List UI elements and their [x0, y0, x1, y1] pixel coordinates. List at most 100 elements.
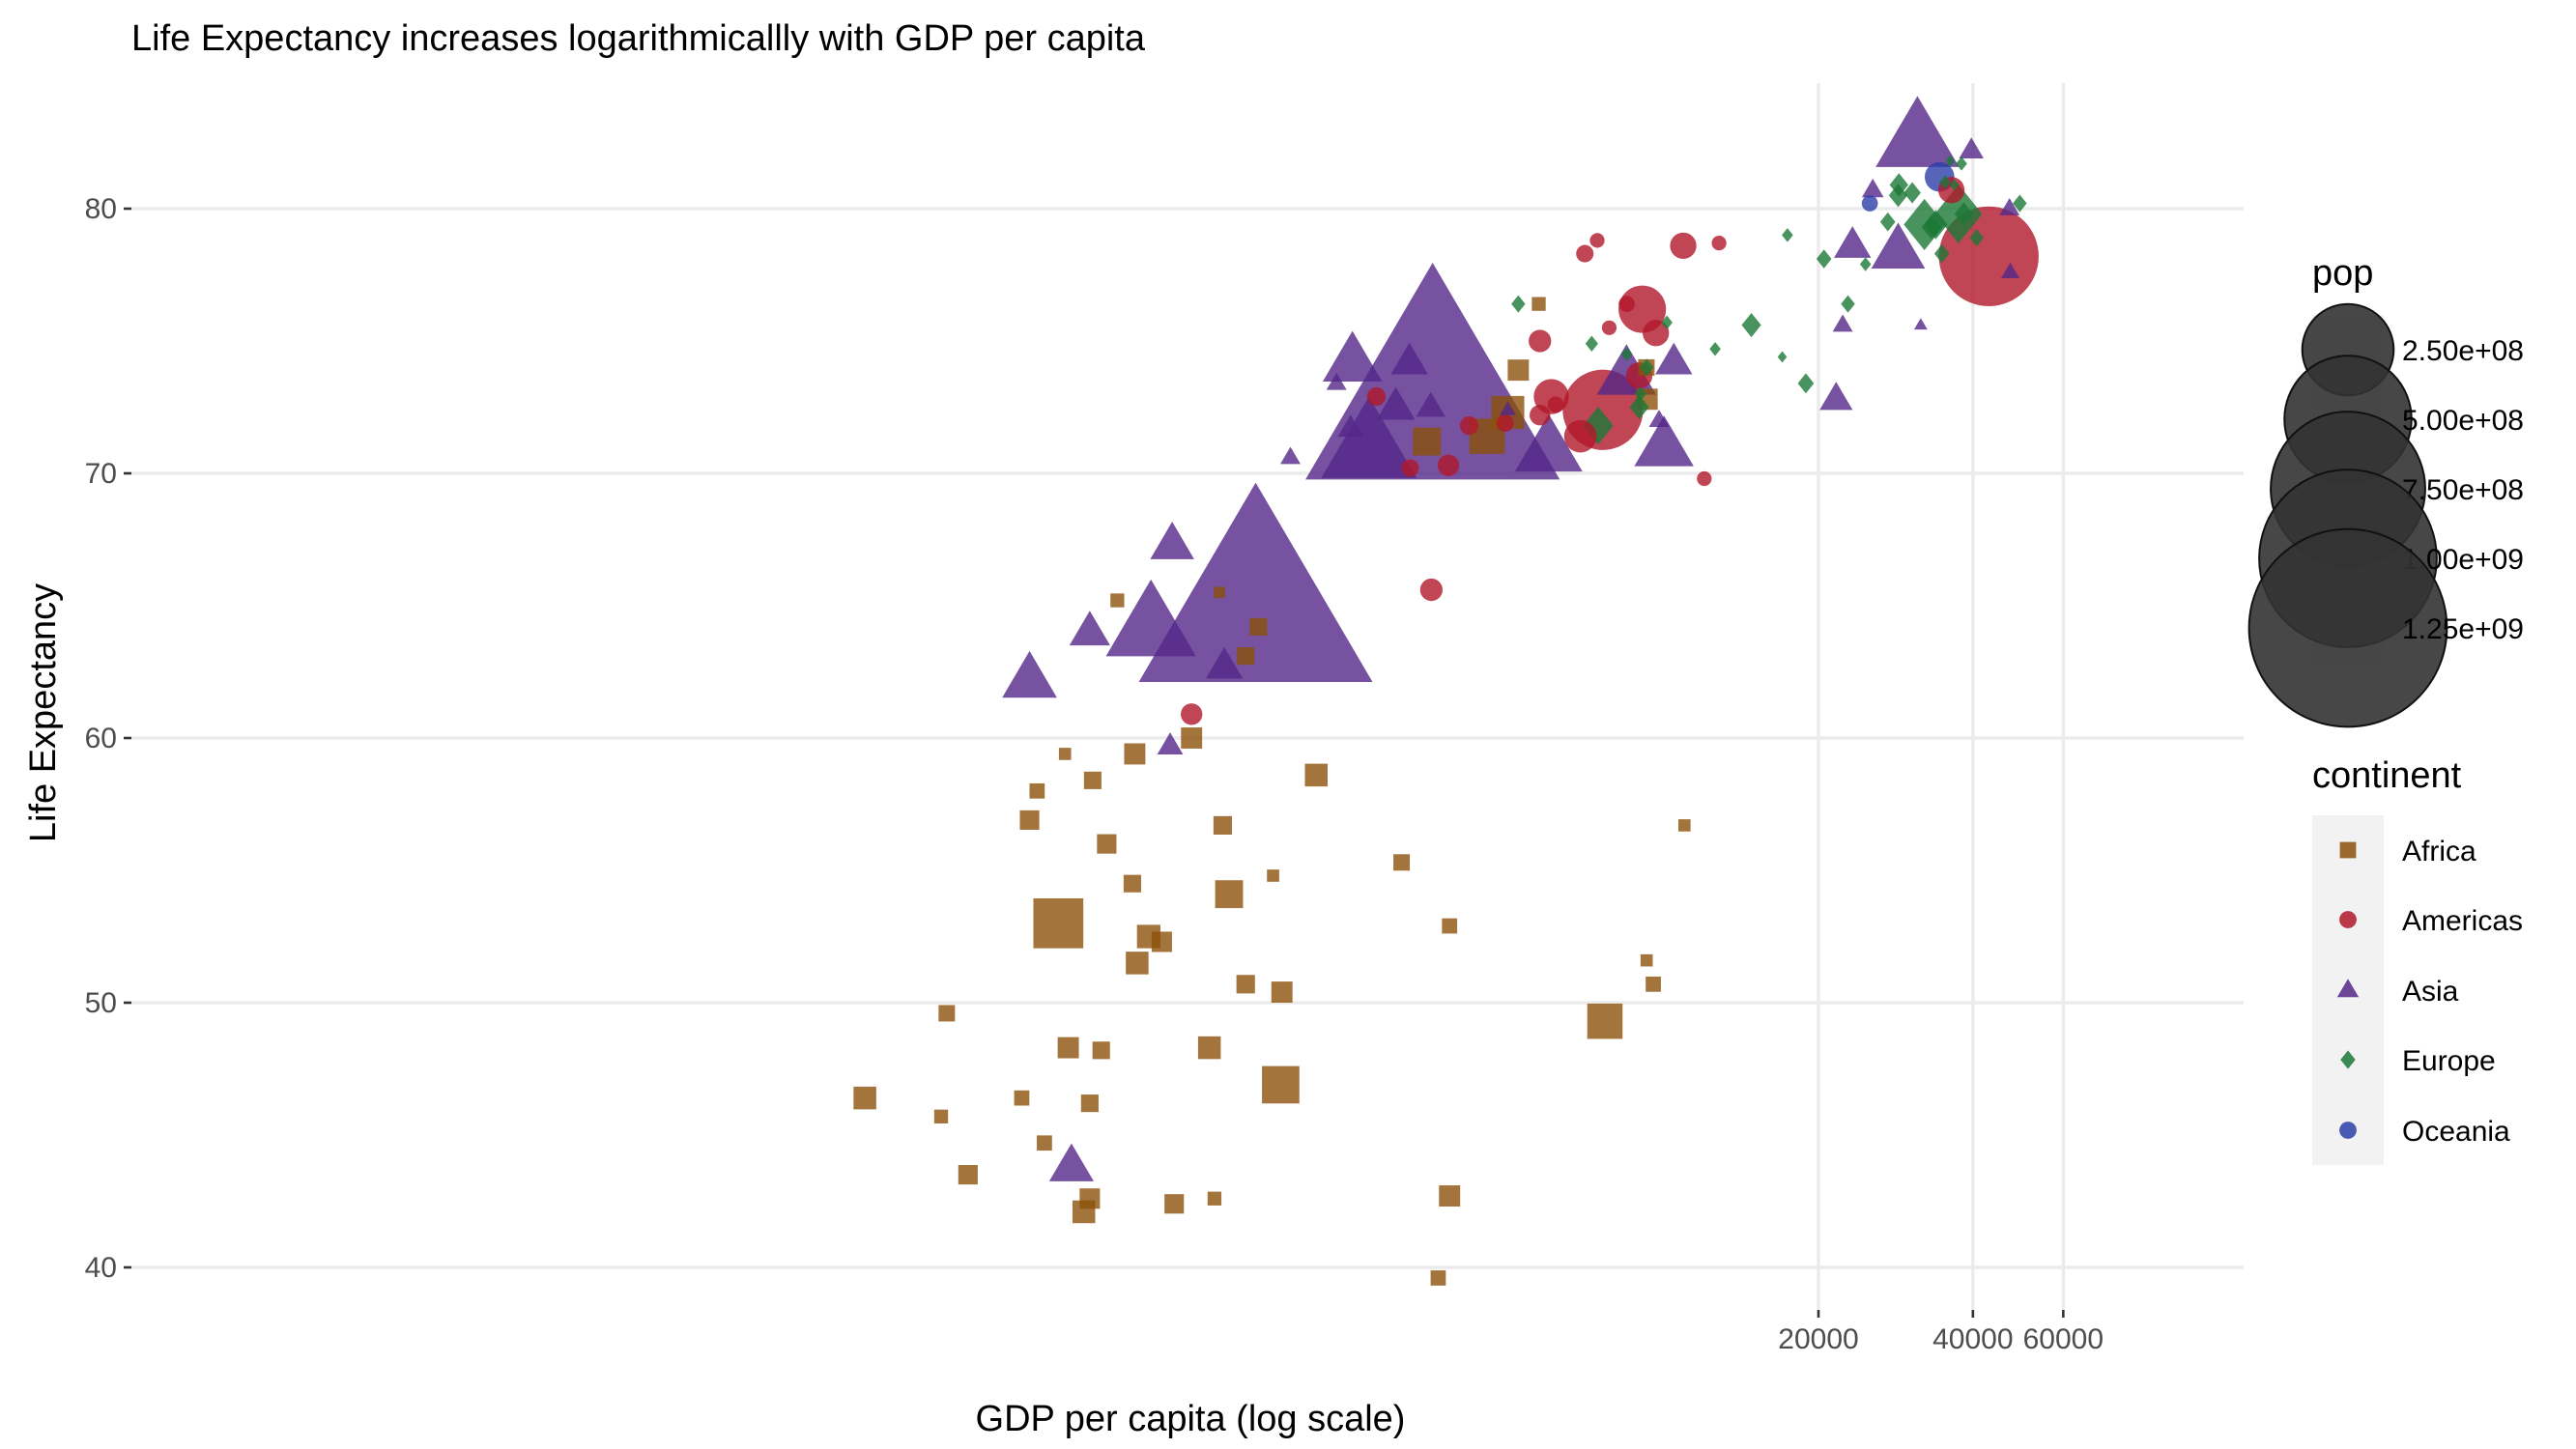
point-africa-20	[1126, 952, 1149, 975]
point-asia-0	[1048, 1143, 1094, 1181]
point-asia-14	[1390, 342, 1428, 375]
point-africa-45	[1531, 297, 1546, 311]
point-asia-29	[1959, 137, 1984, 159]
point-europe-24	[1949, 179, 1960, 191]
point-europe-0	[1511, 295, 1526, 313]
x-axis-title: GDP per capita (log scale)	[976, 1399, 1406, 1439]
point-africa-1	[938, 1005, 956, 1022]
legend-continent-label-oceania: Oceania	[2402, 1116, 2510, 1148]
point-americas-1	[1401, 459, 1419, 477]
point-africa-16	[1097, 834, 1117, 854]
point-europe-31	[1782, 228, 1793, 242]
legend-continent: continent Africa Americas Asia Europe Oceani…	[2312, 755, 2523, 1165]
x-tick-label-20000: 20000	[1778, 1323, 1858, 1355]
point-africa-2	[933, 1109, 949, 1123]
point-europe-14	[1859, 257, 1872, 271]
point-americas-4	[1459, 416, 1479, 436]
point-americas-10	[1563, 419, 1597, 453]
legend-continent-label-americas: Americas	[2402, 905, 2523, 937]
grid-layer	[131, 83, 2244, 1309]
point-africa-8	[1033, 897, 1084, 949]
point-europe-5	[1635, 386, 1646, 402]
point-americas-0	[1366, 386, 1387, 407]
point-europe-27	[1956, 156, 1967, 171]
point-africa-22	[1151, 931, 1172, 952]
point-europe-6	[1661, 315, 1673, 330]
point-africa-19	[1124, 743, 1146, 765]
point-africa-30	[1237, 647, 1255, 666]
point-americas-20	[1711, 236, 1727, 251]
y-tick-label-70: 70	[85, 458, 117, 490]
point-europe-12	[1816, 249, 1832, 269]
point-africa-18	[1123, 874, 1141, 893]
point-americas-18	[1643, 320, 1670, 347]
legend-continent-label-asia: Asia	[2402, 976, 2459, 1008]
point-americas-6	[1530, 405, 1551, 426]
point-africa-29	[1215, 880, 1244, 909]
point-asia-4	[1150, 522, 1194, 559]
point-europe-4	[1639, 358, 1654, 377]
point-asia-22	[1634, 415, 1694, 467]
point-africa-41	[1439, 1185, 1461, 1207]
point-africa-36	[1304, 763, 1329, 787]
legend-pop-label-1: 5.00e+08	[2402, 405, 2524, 437]
point-europe-7	[1629, 394, 1649, 420]
point-africa-39	[1430, 1270, 1446, 1286]
point-africa-7	[1029, 782, 1045, 799]
point-asia-15	[1416, 391, 1445, 417]
point-africa-17	[1110, 593, 1125, 608]
point-europe-3	[1620, 347, 1633, 361]
points-layer	[853, 96, 2039, 1286]
legend-continent-label-europe: Europe	[2402, 1045, 2496, 1077]
point-asia-30	[1875, 96, 1960, 167]
point-americas-12	[1589, 233, 1605, 248]
point-asia-26	[1861, 178, 1884, 198]
point-asia-13	[1376, 386, 1416, 420]
point-asia-9	[1326, 372, 1347, 390]
legend-continent-key-africa	[2339, 841, 2357, 859]
point-africa-5	[1037, 1135, 1052, 1151]
point-africa-9	[1058, 748, 1072, 760]
point-asia-18	[1514, 413, 1583, 472]
point-asia-8	[1280, 446, 1301, 465]
point-americas-19	[1670, 232, 1697, 259]
point-asia-3	[1105, 579, 1196, 657]
point-americas-8	[1529, 329, 1552, 353]
chart-title: Life Expectancy increases logarithmicall…	[131, 18, 1146, 59]
point-africa-38	[1413, 427, 1442, 456]
point-asia-6	[1205, 646, 1244, 679]
point-americas-9	[1547, 396, 1564, 413]
point-europe-11	[1797, 373, 1815, 394]
point-africa-46	[1587, 1003, 1623, 1039]
y-tick-label-80: 80	[85, 193, 117, 225]
legend-continent-label-africa: Africa	[2402, 836, 2476, 867]
point-africa-4	[1014, 1090, 1030, 1106]
point-asia-7	[1138, 482, 1373, 682]
point-asia-31	[1999, 197, 2020, 215]
legend-continent-key-oceania	[2339, 1122, 2357, 1139]
point-africa-49	[1646, 976, 1661, 992]
point-africa-48	[1640, 953, 1653, 967]
legend-pop-title: pop	[2312, 253, 2373, 294]
point-africa-27	[1214, 586, 1225, 599]
point-americas-2	[1419, 578, 1444, 602]
point-europe-1	[1585, 335, 1598, 352]
legend-continent-key-europe	[2340, 1050, 2356, 1069]
point-africa-0	[853, 1086, 876, 1110]
x-tick-label-40000: 40000	[1932, 1323, 2013, 1355]
point-europe-13	[1841, 295, 1855, 313]
point-asia-25	[1834, 226, 1872, 258]
point-asia-27	[1871, 222, 1926, 270]
point-africa-37	[1393, 854, 1411, 871]
point-europe-10	[1777, 351, 1788, 363]
point-europe-30	[1954, 202, 1974, 226]
point-asia-21	[1655, 342, 1693, 375]
point-asia-11	[1322, 330, 1383, 382]
point-africa-26	[1207, 1191, 1222, 1206]
legend-pop-key-4	[2247, 527, 2448, 728]
point-europe-8	[1741, 312, 1761, 338]
point-asia-20	[1648, 410, 1670, 428]
point-asia-10	[1337, 414, 1364, 438]
point-americas-13	[1601, 320, 1617, 335]
point-europe-20	[1921, 214, 1941, 240]
